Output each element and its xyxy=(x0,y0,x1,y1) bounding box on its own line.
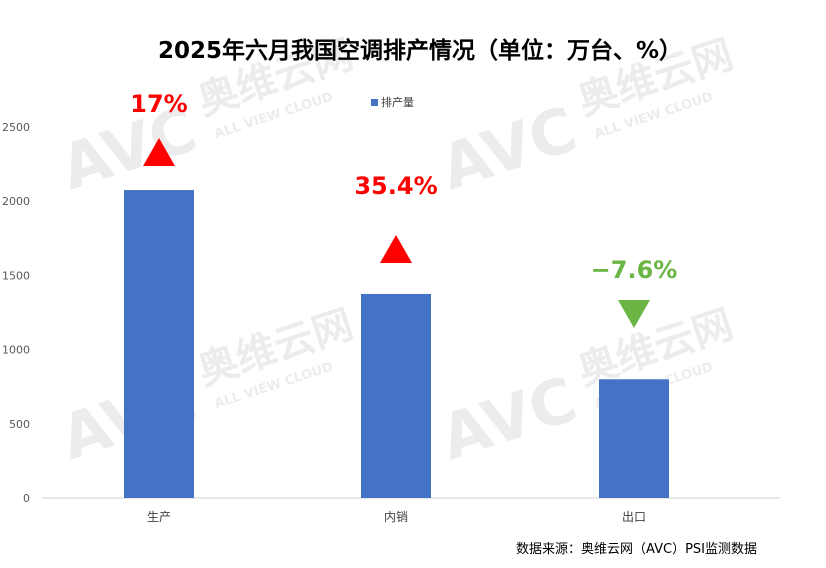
bars xyxy=(124,190,669,498)
triangle-up-icon xyxy=(380,235,412,263)
bar xyxy=(124,190,194,498)
y-tick-label: 2500 xyxy=(2,121,30,134)
y-tick-label: 1000 xyxy=(2,344,30,357)
bar xyxy=(361,293,431,498)
legend: 排产量 xyxy=(371,95,414,109)
x-tick-label: 出口 xyxy=(622,510,646,524)
bar xyxy=(599,379,669,498)
source-note: 数据来源：奥维云网（AVC）PSI监测数据 xyxy=(516,542,757,557)
legend-swatch xyxy=(371,99,378,106)
change-label: 17% xyxy=(130,90,187,118)
y-tick-label: 1500 xyxy=(2,269,30,282)
y-tick-label: 0 xyxy=(23,492,30,505)
watermark-brand: AVC xyxy=(432,92,585,204)
change-label: −7.6% xyxy=(591,256,678,284)
legend-label: 排产量 xyxy=(381,95,414,109)
change-label: 35.4% xyxy=(354,172,437,200)
triangle-up-icon xyxy=(143,138,175,166)
x-tick-label: 内销 xyxy=(384,510,408,524)
triangle-down-icon xyxy=(618,300,650,328)
y-axis: 0 500 1000 1500 2000 2500 xyxy=(2,121,30,505)
watermark-brand: AVC xyxy=(432,362,585,474)
x-axis-labels: 生产 内销 出口 xyxy=(147,510,646,524)
y-tick-label: 500 xyxy=(9,418,30,431)
y-tick-label: 2000 xyxy=(2,195,30,208)
change-annotations: 17% 35.4% −7.6% xyxy=(130,90,677,328)
x-tick-label: 生产 xyxy=(147,510,171,524)
chart-title: 2025年六月我国空调排产情况（单位：万台、%） xyxy=(158,37,682,64)
